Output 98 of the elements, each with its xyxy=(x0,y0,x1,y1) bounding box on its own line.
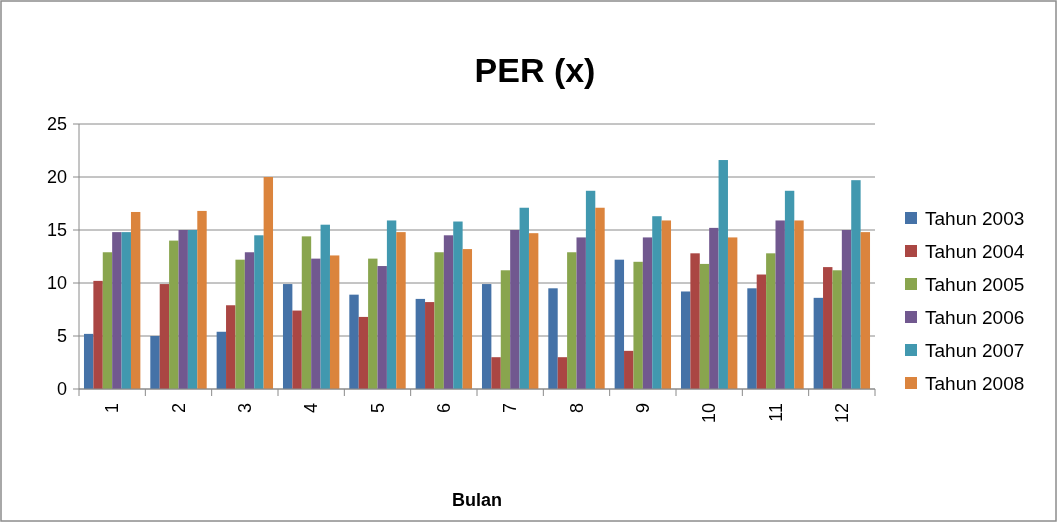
bar xyxy=(159,284,170,389)
bar xyxy=(567,252,577,389)
bar xyxy=(491,357,501,389)
bar xyxy=(386,220,397,389)
x-tick-label: 6 xyxy=(434,403,455,414)
x-tick-label: 11 xyxy=(765,403,786,422)
bar xyxy=(462,249,473,389)
bar xyxy=(595,207,605,389)
bar xyxy=(642,237,653,389)
bar xyxy=(548,288,558,389)
y-tick-label: 5 xyxy=(56,326,67,347)
y-tick-label: 0 xyxy=(56,379,67,400)
legend-label: Tahun 2003 xyxy=(925,207,1025,229)
bar xyxy=(235,259,245,389)
legend-label: Tahun 2006 xyxy=(925,306,1025,328)
bar xyxy=(614,259,625,389)
bar xyxy=(576,237,586,389)
bar xyxy=(784,190,795,389)
bar xyxy=(443,235,454,389)
bar xyxy=(519,207,529,389)
bar xyxy=(727,237,738,389)
x-tick-label: 1 xyxy=(102,403,123,414)
bar xyxy=(263,177,274,389)
bar xyxy=(282,284,293,389)
bar xyxy=(709,227,719,389)
bar xyxy=(415,298,426,389)
bar xyxy=(311,258,321,389)
legend-label: Tahun 2008 xyxy=(925,372,1025,394)
y-tick-label: 15 xyxy=(46,220,67,241)
bar xyxy=(661,220,672,389)
x-tick-label: 8 xyxy=(566,403,587,414)
bar xyxy=(301,236,312,389)
bar xyxy=(93,280,103,389)
bar xyxy=(425,302,435,389)
bar xyxy=(368,258,378,389)
bar xyxy=(320,224,330,389)
bar xyxy=(396,232,406,389)
bar xyxy=(481,284,492,389)
legend-label: Tahun 2007 xyxy=(925,339,1025,361)
x-tick-label: 12 xyxy=(832,403,853,424)
bar xyxy=(178,230,188,389)
bar xyxy=(690,253,700,389)
bar xyxy=(557,357,568,389)
bar xyxy=(292,310,302,389)
bar xyxy=(699,263,710,389)
x-axis-title: Bulan xyxy=(451,490,503,510)
bar xyxy=(841,230,852,389)
bar xyxy=(254,235,264,389)
bar xyxy=(718,160,728,389)
bar xyxy=(500,270,511,389)
chart-title: PER (x) xyxy=(474,51,596,89)
x-tick-label: 7 xyxy=(500,403,521,414)
x-tick-label: 10 xyxy=(699,403,720,424)
bar xyxy=(377,266,387,389)
bar xyxy=(121,232,131,389)
bar xyxy=(794,220,804,389)
bar xyxy=(226,305,236,389)
y-tick-label: 20 xyxy=(46,167,67,188)
bar xyxy=(358,316,369,389)
bar xyxy=(747,288,757,389)
bar xyxy=(349,294,359,389)
bar xyxy=(510,230,520,389)
bar xyxy=(813,297,824,389)
x-tick-label: 9 xyxy=(633,403,654,414)
bar xyxy=(169,240,179,389)
bar xyxy=(112,232,122,389)
bar xyxy=(329,255,340,389)
bar xyxy=(528,233,539,389)
bar xyxy=(187,230,198,389)
bar xyxy=(83,333,94,389)
x-tick-label: 4 xyxy=(301,403,322,414)
bar xyxy=(775,220,785,389)
bar xyxy=(244,252,255,389)
bar xyxy=(766,253,776,389)
x-tick-label: 5 xyxy=(367,403,388,414)
bar xyxy=(756,274,767,389)
bar xyxy=(860,232,871,389)
bar xyxy=(823,267,833,389)
x-tick-label: 2 xyxy=(168,403,189,414)
bar xyxy=(130,211,141,389)
bar xyxy=(216,331,227,389)
x-tick-label: 3 xyxy=(235,403,256,414)
bar xyxy=(434,252,444,389)
bar xyxy=(832,270,842,389)
bar xyxy=(102,252,113,389)
bar xyxy=(197,210,207,389)
legend-label: Tahun 2005 xyxy=(925,273,1025,295)
bar xyxy=(453,221,463,389)
y-tick-label: 10 xyxy=(46,273,67,294)
bar xyxy=(851,180,861,389)
bar xyxy=(680,291,691,389)
legend-label: Tahun 2004 xyxy=(925,240,1025,262)
bar xyxy=(633,261,643,389)
bar xyxy=(624,350,634,389)
bar xyxy=(585,190,596,389)
bar xyxy=(150,336,160,389)
y-tick-label: 25 xyxy=(46,114,67,135)
bar xyxy=(652,216,662,389)
